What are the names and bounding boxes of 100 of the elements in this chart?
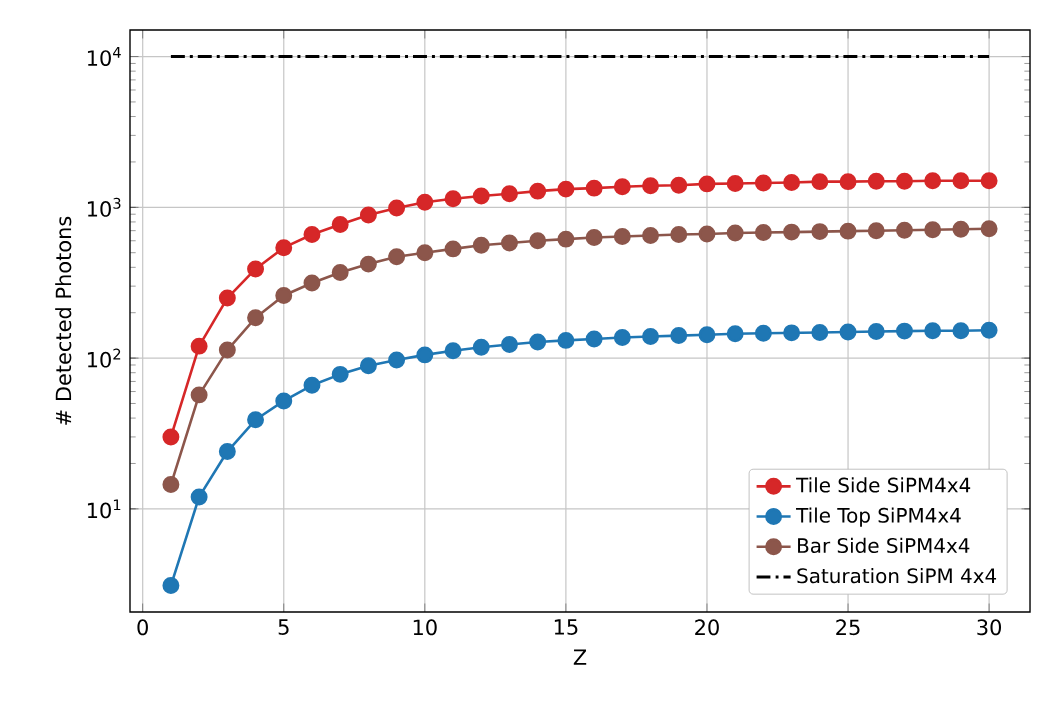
point bbox=[501, 234, 518, 252]
point bbox=[190, 488, 208, 506]
point bbox=[529, 182, 547, 200]
point bbox=[698, 326, 716, 344]
y-tick-label: 10$^{3}$ bbox=[87, 197, 121, 217]
point bbox=[359, 206, 377, 224]
point bbox=[952, 220, 970, 238]
point bbox=[444, 240, 462, 258]
point bbox=[303, 274, 321, 292]
point bbox=[162, 476, 180, 494]
point bbox=[895, 322, 913, 340]
point bbox=[698, 225, 716, 243]
point bbox=[218, 289, 236, 307]
point bbox=[642, 227, 660, 244]
point bbox=[501, 336, 518, 353]
point bbox=[613, 178, 631, 196]
point bbox=[444, 342, 462, 360]
point bbox=[388, 351, 406, 369]
point bbox=[952, 322, 970, 340]
point bbox=[275, 392, 293, 410]
point bbox=[839, 222, 857, 240]
point bbox=[218, 443, 236, 461]
point bbox=[416, 346, 434, 364]
point bbox=[359, 357, 377, 375]
point bbox=[924, 322, 942, 340]
point bbox=[895, 221, 913, 239]
point bbox=[924, 221, 942, 239]
point bbox=[529, 333, 547, 351]
point bbox=[388, 248, 406, 266]
point bbox=[190, 386, 208, 404]
y-tick-label: 10$^{1}$ bbox=[87, 499, 121, 519]
point bbox=[557, 230, 575, 248]
point bbox=[331, 215, 349, 233]
point bbox=[726, 224, 744, 242]
x-tick-label: 25 bbox=[836, 619, 860, 636]
point bbox=[218, 341, 236, 359]
point bbox=[359, 255, 377, 273]
point bbox=[444, 190, 462, 208]
point bbox=[698, 175, 716, 193]
point bbox=[416, 193, 434, 211]
point bbox=[613, 329, 631, 346]
point bbox=[839, 323, 857, 341]
point bbox=[811, 173, 829, 191]
point bbox=[557, 331, 575, 349]
point bbox=[670, 226, 688, 243]
x-axis-title: Z bbox=[573, 649, 587, 665]
point bbox=[275, 239, 293, 257]
x-tick-label: 15 bbox=[554, 619, 578, 635]
legend-label: Saturation SiPM 4x4 bbox=[797, 567, 997, 584]
point bbox=[190, 337, 208, 355]
point bbox=[501, 185, 518, 203]
point bbox=[303, 376, 321, 394]
x-tick-label: 30 bbox=[977, 619, 1001, 636]
point bbox=[754, 324, 772, 342]
point bbox=[754, 174, 772, 192]
legend-label: Tile Top SiPM4x4 bbox=[796, 507, 961, 527]
point bbox=[613, 228, 631, 246]
point bbox=[754, 224, 772, 242]
point bbox=[275, 287, 293, 304]
point bbox=[783, 324, 801, 342]
point bbox=[557, 180, 575, 198]
point bbox=[783, 223, 801, 241]
point bbox=[895, 172, 913, 190]
point bbox=[642, 328, 660, 345]
point bbox=[529, 232, 547, 250]
point bbox=[331, 365, 349, 383]
point bbox=[670, 327, 688, 345]
point bbox=[867, 222, 885, 240]
x-tick-label: 10 bbox=[413, 619, 437, 636]
point bbox=[980, 172, 998, 190]
point bbox=[585, 229, 603, 247]
point bbox=[980, 220, 998, 238]
point bbox=[331, 263, 349, 281]
point bbox=[247, 411, 265, 429]
point bbox=[839, 173, 857, 191]
point bbox=[585, 330, 603, 348]
point bbox=[924, 172, 942, 190]
point bbox=[642, 177, 660, 195]
point bbox=[162, 428, 180, 446]
point bbox=[867, 323, 885, 341]
point bbox=[247, 260, 265, 278]
point bbox=[811, 323, 829, 341]
point bbox=[162, 577, 180, 595]
legend-label: Bar Side SiPM4x4 bbox=[798, 537, 970, 554]
y-tick-label: 10$^{4}$ bbox=[87, 47, 121, 66]
legend-label: Tile Side SiPM4x4 bbox=[796, 477, 971, 493]
point bbox=[388, 199, 406, 217]
point bbox=[726, 325, 744, 343]
point bbox=[726, 174, 744, 192]
point bbox=[867, 172, 885, 190]
point bbox=[670, 176, 688, 194]
point bbox=[585, 179, 603, 197]
y-axis-title: # Detected Photons bbox=[55, 216, 72, 425]
point bbox=[303, 226, 321, 243]
x-tick-label: 0 bbox=[137, 619, 148, 636]
y-tick-label: 10$^{2}$ bbox=[87, 348, 121, 368]
x-tick-label: 5 bbox=[278, 619, 289, 635]
point bbox=[980, 321, 998, 339]
point bbox=[472, 338, 490, 356]
point bbox=[472, 236, 490, 254]
